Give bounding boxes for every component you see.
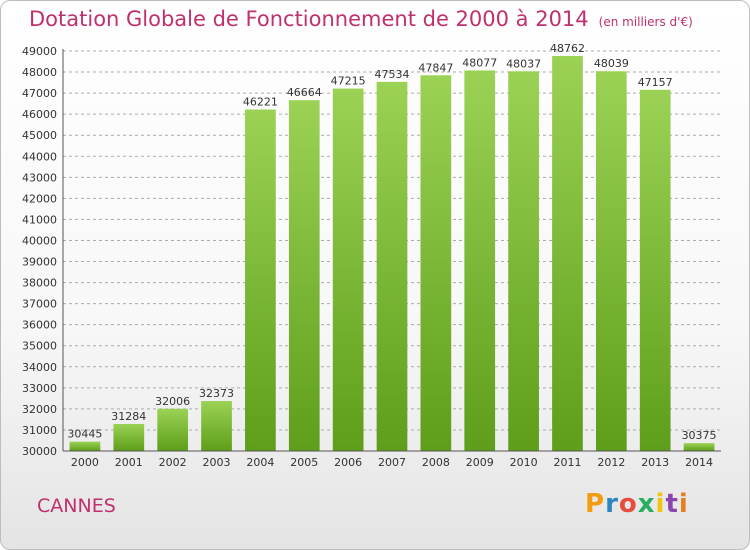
axes: 30000 31000 32000 33000 34000 35000 36000 37000… bbox=[22, 45, 721, 469]
bar bbox=[464, 70, 496, 451]
x-tick-label: 2001 bbox=[115, 456, 143, 469]
bars bbox=[69, 56, 715, 452]
bar bbox=[639, 89, 671, 452]
x-tick-label: 2002 bbox=[159, 456, 187, 469]
y-tick-label: 41000 bbox=[22, 213, 57, 226]
chart-title-block: Dotation Globale de Fonctionnement de 20… bbox=[29, 7, 693, 31]
bar bbox=[113, 423, 145, 451]
bar bbox=[683, 443, 715, 451]
value-label: 47215 bbox=[331, 75, 366, 88]
x-tick-label: 2005 bbox=[290, 456, 318, 469]
bar bbox=[420, 75, 452, 451]
value-label: 47157 bbox=[638, 76, 673, 89]
value-label: 30445 bbox=[67, 428, 102, 441]
value-label: 32373 bbox=[199, 387, 234, 400]
y-tick-label: 43000 bbox=[22, 171, 57, 184]
x-tick-label: 2009 bbox=[466, 456, 494, 469]
x-tick-label: 2007 bbox=[378, 456, 406, 469]
x-tick-label: 2000 bbox=[71, 456, 99, 469]
x-tick-label: 2003 bbox=[203, 456, 231, 469]
bar bbox=[376, 81, 408, 451]
proxiti-logo: Proxiti bbox=[585, 489, 689, 519]
y-tick-label: 39000 bbox=[22, 256, 57, 269]
y-tick-label: 40000 bbox=[22, 234, 57, 247]
y-tick-label: 36000 bbox=[22, 319, 57, 332]
value-label: 47534 bbox=[375, 68, 410, 81]
y-tick-label: 45000 bbox=[22, 129, 57, 142]
bar bbox=[288, 100, 320, 451]
bar bbox=[157, 408, 189, 451]
bar bbox=[332, 88, 364, 451]
y-tick-label: 33000 bbox=[22, 382, 57, 395]
value-labels: 30445 31284 32006 32373 46221 46664 47215 47534… bbox=[67, 42, 716, 442]
city-name: CANNES bbox=[37, 495, 116, 517]
value-label: 48039 bbox=[594, 57, 629, 70]
x-tick-label: 2012 bbox=[597, 456, 625, 469]
y-tick-label: 31000 bbox=[22, 424, 57, 437]
y-tick-label: 48000 bbox=[22, 66, 57, 79]
y-tick-label: 44000 bbox=[22, 150, 57, 163]
bar bbox=[552, 56, 583, 451]
x-tick-label: 2014 bbox=[685, 456, 713, 469]
y-tick-label: 46000 bbox=[22, 108, 57, 121]
y-tick-label: 42000 bbox=[22, 192, 57, 205]
value-label: 47847 bbox=[418, 61, 453, 74]
value-label: 46664 bbox=[287, 86, 322, 99]
value-label: 48037 bbox=[506, 57, 541, 70]
bar bbox=[245, 109, 276, 452]
chart-unit: (en milliers d'€) bbox=[598, 15, 693, 29]
x-tick-label: 2006 bbox=[334, 456, 362, 469]
y-tick-label: 32000 bbox=[22, 403, 57, 416]
y-tick-label: 34000 bbox=[22, 361, 57, 374]
x-tick-label: 2008 bbox=[422, 456, 450, 469]
y-tick-label: 49000 bbox=[22, 45, 57, 58]
y-tick-label: 35000 bbox=[22, 340, 57, 353]
x-tick-label: 2011 bbox=[553, 456, 581, 469]
value-label: 32006 bbox=[155, 395, 190, 408]
x-tick-label: 2013 bbox=[641, 456, 669, 469]
value-label: 46221 bbox=[243, 96, 278, 109]
y-tick-label: 47000 bbox=[22, 87, 57, 100]
y-tick-label: 38000 bbox=[22, 277, 57, 290]
x-tick-label: 2004 bbox=[246, 456, 274, 469]
y-tick-label: 37000 bbox=[22, 298, 57, 311]
y-tick-label: 30000 bbox=[22, 445, 57, 458]
bar bbox=[508, 71, 539, 451]
bar bbox=[201, 401, 232, 451]
value-label: 30375 bbox=[682, 429, 717, 442]
x-tick-label: 2010 bbox=[510, 456, 538, 469]
value-label: 48762 bbox=[550, 42, 585, 55]
bar bbox=[69, 441, 101, 451]
value-label: 48077 bbox=[462, 56, 497, 69]
value-label: 31284 bbox=[111, 410, 146, 423]
chart-title: Dotation Globale de Fonctionnement de 20… bbox=[29, 7, 589, 31]
bar bbox=[595, 71, 627, 452]
